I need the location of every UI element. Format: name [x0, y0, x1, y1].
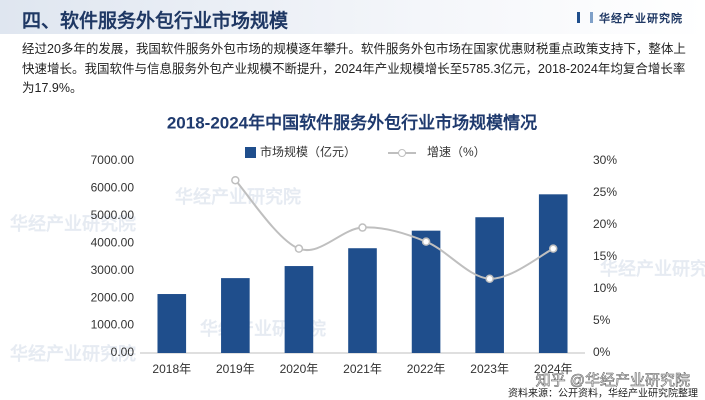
y-tick-label: 7000.00 [91, 153, 135, 167]
y2-tick-label: 0% [593, 345, 611, 359]
y-tick-label: 5000.00 [91, 208, 135, 222]
legend-label: 市场规模（亿元） [260, 144, 356, 159]
line-marker [358, 223, 367, 232]
x-tick-label: 2023年 [470, 362, 509, 376]
overlay-watermark: 知乎 @华经产业研究院 [536, 371, 690, 389]
source: 资料来源：公开资料，华经产业研究院整理 [508, 387, 698, 400]
paragraph: 经过20多年的发展，我国软件服务外包市场的规模逐年攀升。软件服务外包市场在国家优… [22, 42, 686, 95]
y2-tick-label: 20% [593, 217, 617, 231]
line-marker [548, 244, 558, 253]
bar [348, 248, 377, 353]
x-tick-label: 2018年 [152, 362, 191, 376]
y-tick-label: 0.00 [111, 345, 135, 359]
x-tick-label: 2021年 [343, 362, 382, 376]
y2-tick-label: 25% [593, 185, 617, 199]
bar [157, 294, 187, 353]
bar [538, 194, 568, 353]
x-tick-label: 2022年 [407, 362, 446, 376]
x-tick-label: 2019年 [216, 362, 255, 376]
legend-swatch [245, 147, 256, 158]
bar [221, 278, 250, 353]
y-tick-label: 6000.00 [91, 181, 135, 195]
header-title: 四、软件服务外包行业市场规模 [22, 11, 289, 32]
line [234, 179, 554, 280]
x-tick-label: 2020年 [280, 362, 319, 376]
y2-tick-label: 5% [593, 313, 611, 327]
line-marker [485, 274, 494, 284]
y-tick-label: 3000.00 [91, 263, 135, 277]
line-marker [294, 244, 304, 253]
bar [411, 230, 441, 353]
watermark: 华经产业研究院 [175, 186, 301, 207]
bar [475, 217, 504, 353]
y2-tick-label: 15% [593, 249, 617, 263]
x-tick-label: 2024年 [534, 362, 573, 376]
y-tick-label: 4000.00 [91, 235, 135, 249]
watermark: 华经产业研究院 [600, 258, 705, 279]
y-tick-label: 2000.00 [91, 290, 135, 304]
line-marker [231, 175, 240, 185]
header: 四、软件服务外包行业市场规模 华经产业研究院 [0, 0, 705, 34]
y2-tick-label: 10% [593, 281, 617, 295]
chart-title: 2018-2024年中国软件服务外包行业市场规模情况 [167, 112, 537, 132]
line-marker [421, 237, 431, 246]
brand: 华经产业研究院 [577, 10, 683, 26]
watermark: 华经产业研究院 [10, 213, 136, 234]
legend-label: 增速（%） [427, 145, 486, 159]
y2-tick-label: 30% [593, 153, 617, 167]
bar [284, 266, 314, 353]
watermark: 华经产业研究院 [10, 343, 136, 364]
y-tick-label: 1000.00 [91, 318, 135, 332]
legend-swatch [398, 149, 407, 157]
